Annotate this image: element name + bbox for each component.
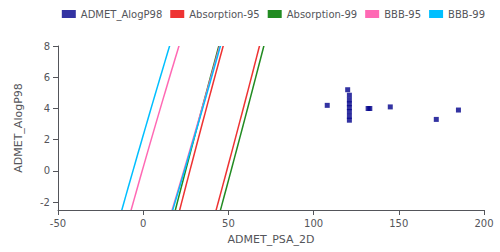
- svg-text:-50: -50: [50, 218, 66, 229]
- svg-text:-2: -2: [40, 197, 50, 208]
- svg-text:ADMET_AlogP98: ADMET_AlogP98: [81, 9, 162, 21]
- svg-text:0: 0: [140, 218, 146, 229]
- svg-text:Absorption-95: Absorption-95: [189, 9, 259, 20]
- svg-text:ADMET_AlogP98: ADMET_AlogP98: [12, 83, 25, 173]
- svg-text:BBB-99: BBB-99: [448, 9, 485, 20]
- svg-text:Absorption-99: Absorption-99: [287, 9, 357, 20]
- svg-text:BBB-95: BBB-95: [384, 9, 421, 20]
- svg-text:150: 150: [389, 218, 408, 229]
- svg-text:8: 8: [44, 41, 50, 52]
- svg-text:ADMET_PSA_2D: ADMET_PSA_2D: [228, 233, 315, 246]
- svg-text:200: 200: [474, 218, 493, 229]
- svg-text:2: 2: [44, 134, 50, 145]
- svg-text:100: 100: [304, 218, 323, 229]
- svg-text:6: 6: [44, 72, 50, 83]
- svg-text:4: 4: [44, 103, 50, 114]
- svg-text:0: 0: [44, 165, 50, 176]
- svg-text:50: 50: [222, 218, 235, 229]
